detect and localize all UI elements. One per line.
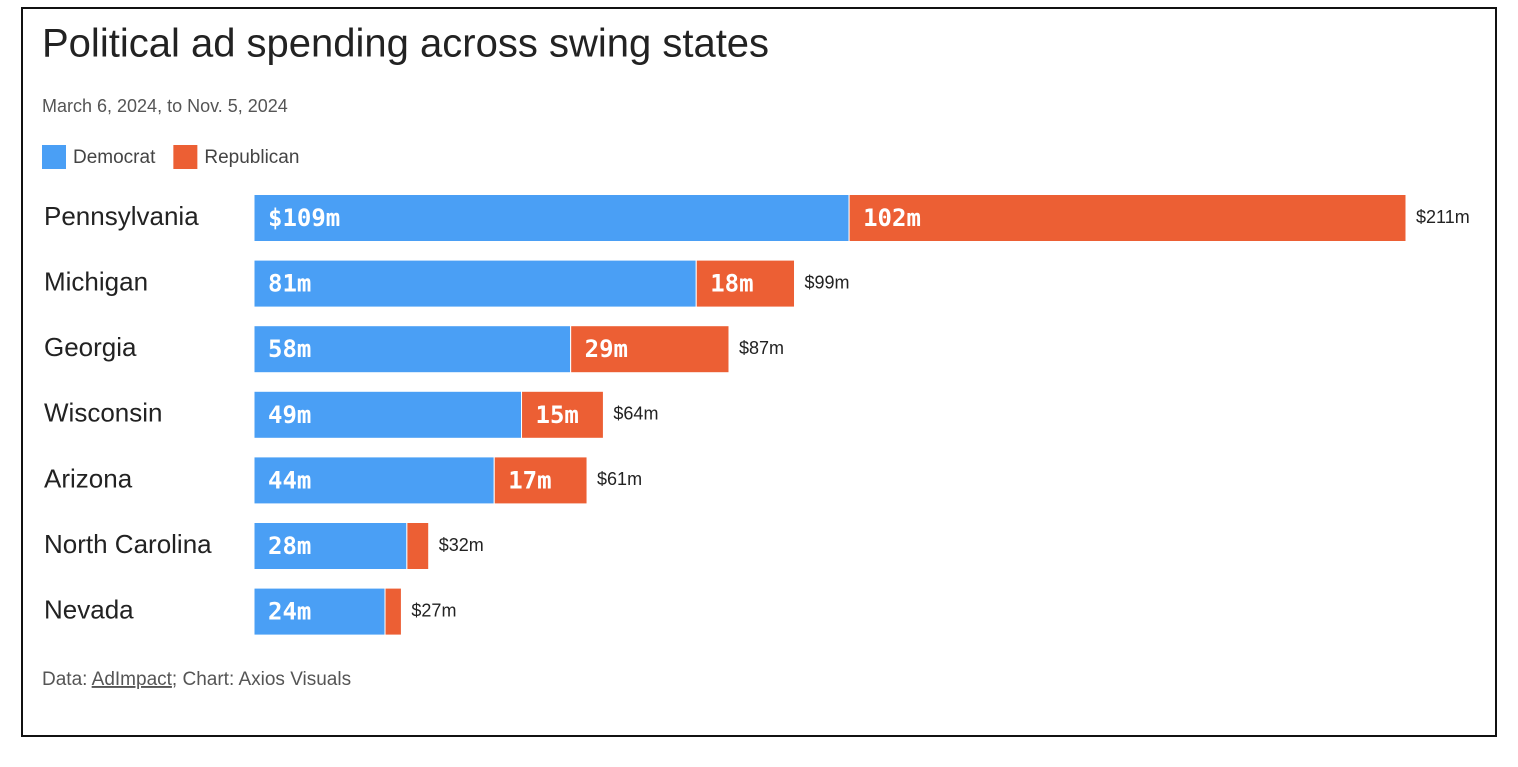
bar-segment [848, 194, 1407, 242]
segment-label: 58m [268, 335, 311, 363]
bar-segment [253, 194, 850, 242]
bar-segment [493, 456, 588, 505]
bar-segment [253, 456, 495, 505]
segment-label: 15m [536, 401, 579, 429]
legend-swatch [42, 145, 66, 169]
segment-label: 49m [268, 401, 311, 429]
total-label: $211m [1416, 207, 1470, 227]
bar-segment [695, 259, 796, 308]
category-label: Wisconsin [44, 398, 162, 428]
segment-label: 28m [268, 532, 311, 560]
segment-label: 81m [268, 270, 311, 298]
total-label: $64m [613, 404, 658, 424]
segment-label: 17m [508, 466, 551, 494]
segment-label: $109m [268, 204, 340, 232]
source-note: Data: AdImpact; Chart: Axios Visuals [42, 669, 351, 690]
source-prefix: Data: [42, 669, 92, 690]
segment-label: 102m [863, 204, 921, 232]
legend-label: Republican [204, 147, 299, 168]
total-label: $87m [739, 338, 784, 358]
bar-segment [253, 390, 523, 439]
category-label: North Carolina [44, 529, 212, 559]
source-suffix: ; Chart: Axios Visuals [172, 669, 351, 690]
bar-segment [253, 325, 572, 374]
bar-segment [406, 522, 430, 570]
segment-label: 29m [585, 335, 628, 363]
bar-segment [570, 325, 730, 374]
bar-segment [253, 522, 408, 570]
legend-swatch [173, 145, 198, 169]
total-label: $27m [411, 600, 456, 620]
source-link[interactable]: AdImpact [92, 669, 173, 690]
segment-label: 18m [710, 270, 753, 298]
total-label: $61m [597, 469, 642, 489]
category-label: Nevada [44, 594, 134, 624]
bar-segment [253, 259, 697, 308]
segment-label: 24m [268, 598, 311, 626]
segment-label: 44m [268, 466, 311, 494]
legend-label: Democrat [73, 147, 156, 168]
category-label: Arizona [44, 463, 133, 493]
total-label: $99m [805, 272, 850, 292]
bar-segment [384, 587, 402, 636]
category-label: Georgia [44, 332, 137, 362]
chart-title: Political ad spending across swing state… [42, 22, 769, 66]
total-label: $32m [439, 535, 484, 555]
frame [21, 7, 1497, 737]
bar-segment [253, 587, 386, 636]
category-label: Michigan [44, 266, 148, 296]
chart-subtitle: March 6, 2024, to Nov. 5, 2024 [42, 96, 288, 116]
bar-segment [521, 390, 604, 439]
category-label: Pennsylvania [44, 201, 199, 231]
